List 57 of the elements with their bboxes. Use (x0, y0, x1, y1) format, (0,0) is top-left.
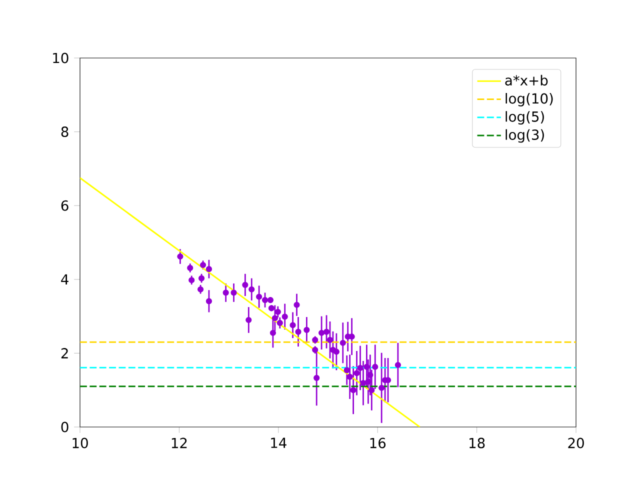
y-tick-label: 10 (53, 52, 68, 64)
point (270, 330, 276, 336)
point (230, 290, 237, 296)
point (372, 364, 378, 370)
point (272, 315, 278, 322)
point (340, 340, 346, 346)
point (188, 277, 195, 284)
y-tick-label: 8 (61, 126, 68, 138)
point (318, 330, 325, 336)
y-tick-label: 6 (61, 200, 68, 211)
point (326, 336, 334, 343)
point (314, 374, 320, 381)
point (290, 322, 296, 328)
point (222, 290, 229, 296)
point (394, 362, 401, 368)
x-tick-label: 20 (568, 438, 584, 448)
point (367, 372, 374, 378)
x-tick-label: 10 (72, 438, 88, 448)
point (248, 286, 255, 292)
legend-label: log(3) (506, 129, 544, 143)
point (246, 316, 252, 324)
point (276, 320, 283, 326)
point (262, 297, 268, 304)
point (354, 370, 360, 376)
point (344, 367, 350, 374)
point (267, 297, 274, 304)
point (206, 266, 212, 272)
point (295, 328, 302, 335)
point (242, 282, 248, 288)
point (333, 348, 340, 355)
point (323, 328, 330, 335)
legend-label: log(5) (506, 111, 544, 125)
point (206, 298, 212, 304)
y-tick-label: 4 (61, 274, 68, 284)
legend-label: log(10) (506, 92, 553, 106)
point (268, 305, 275, 312)
x-tick-label: 12 (172, 438, 187, 448)
point (294, 302, 300, 308)
point (200, 262, 206, 268)
x-tick-label: 18 (470, 438, 485, 448)
point (177, 253, 184, 260)
point (368, 387, 375, 394)
point (378, 384, 385, 391)
point (256, 294, 262, 300)
x-tick-label: 14 (271, 438, 286, 448)
point (282, 314, 288, 320)
x-tick-label: 16 (370, 438, 386, 448)
point (365, 378, 372, 385)
point (350, 387, 356, 394)
point (364, 364, 370, 370)
y-tick-label: 0 (61, 422, 68, 432)
point (360, 380, 366, 386)
point (304, 326, 310, 333)
legend-label: a*x+b (505, 74, 548, 86)
point (187, 264, 194, 272)
y-tick-label: 2 (61, 348, 68, 358)
point (357, 364, 364, 372)
